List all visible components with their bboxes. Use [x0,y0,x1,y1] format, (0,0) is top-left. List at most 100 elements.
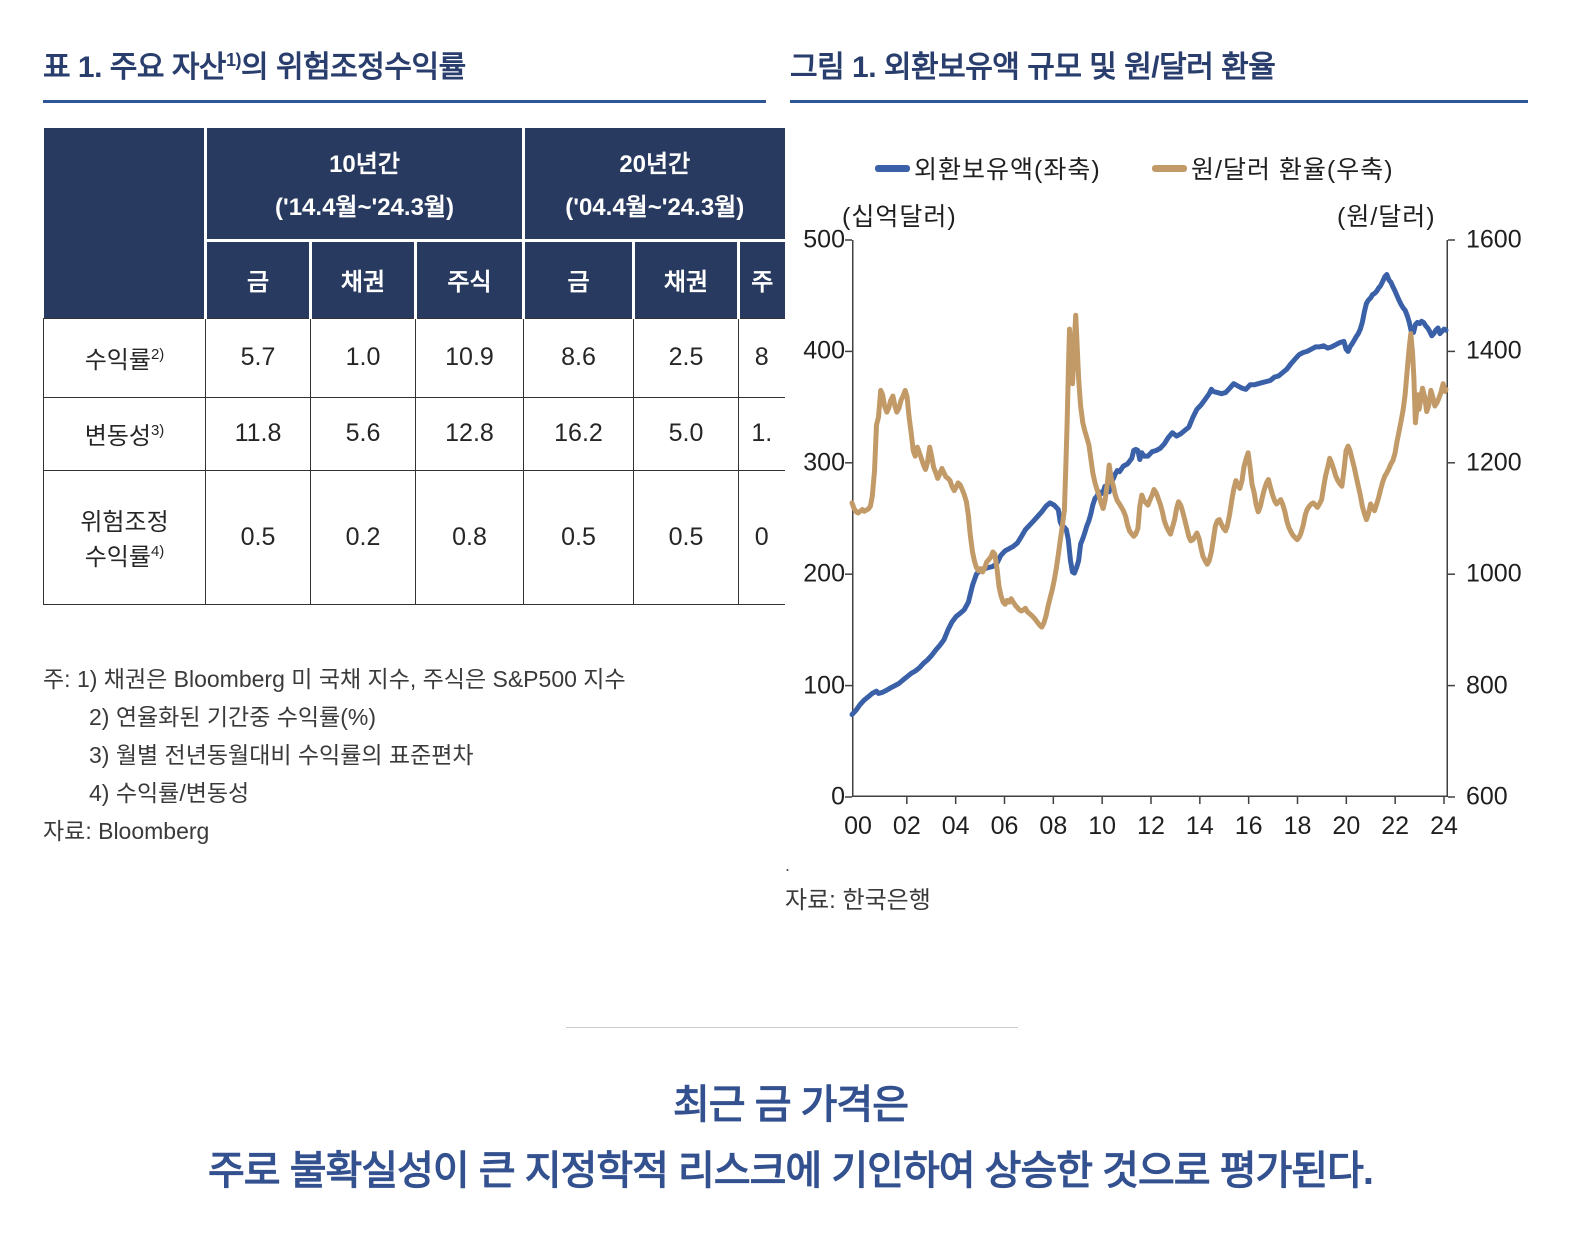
x-axis-tick-label: 14 [1185,812,1214,840]
row-label: 변동성3) [43,396,206,471]
row-label: 수익률2) [43,317,206,398]
x-axis-tick-label: 22 [1381,812,1410,840]
period-10y-header: 10년간 ('14.4월~'24.3월) [204,128,525,242]
section-divider [566,1027,1018,1028]
reserves-legend-label: 외환보유액(좌축) [914,156,1101,184]
risk-adjusted-return-table-wrap: 10년간 ('14.4월~'24.3월) 20년간 ('04.4월~'24.3월… [43,128,785,605]
x-axis-labels: 00 02 04 06 08 10 12 14 16 18 20 22 24 [844,812,1458,842]
table-cell: 10.9 [415,317,524,398]
table-title-suffix: 의 위험조정수익률 [241,51,466,84]
right-axis-tick-label: 1000 [1466,559,1522,588]
right-axis-tick-label: 1600 [1466,225,1522,254]
table-header: 10년간 ('14.4월~'24.3월) 20년간 ('04.4월~'24.3월… [43,128,785,318]
note-4: 4) 수익률/변동성 [89,780,250,806]
table-corner-cell [43,128,207,318]
table-header-period-row: 10년간 ('14.4월~'24.3월) 20년간 ('04.4월~'24.3월… [43,128,785,318]
table-body: 수익률2) 5.7 1.0 10.9 8.6 2.5 8 변동성3) 11.8 5.6 12.8 16… [43,317,785,605]
x-axis-tick-label: 02 [892,812,921,840]
period-10y-range: ('14.4월~'24.3월) [275,194,454,222]
right-axis-tick-label: 1200 [1466,448,1522,477]
chart-plot [845,239,1455,804]
x-axis-tick-label: 06 [990,812,1019,840]
table-cell: 5.7 [205,317,311,398]
note-1: 주: 1) 채권은 Bloomberg 미 국채 지수, 주식은 S&P500 … [43,666,626,692]
x-axis-tick-label: 24 [1430,812,1458,840]
left-axis-tick-label: 300 [803,448,845,477]
table-cell: 1.0 [310,317,416,398]
table-cell: 16.2 [523,396,634,471]
table-cell: 0.5 [523,469,634,605]
period-20y-range: ('04.4월~'24.3월) [565,194,745,222]
right-axis-unit: (원/달러) [1337,203,1436,231]
table-cell-clipped: 0 [738,469,785,605]
table-title-text: 표 1. 주요 자산 [43,51,227,84]
col-10y-gold: 금 [205,240,312,318]
reserves-legend-marker-icon [875,164,910,172]
left-axis-tick-label: 500 [803,225,845,254]
period-20y-header: 20년간 ('04.4월~'24.3월) [522,128,785,242]
x-axis-tick-label: 04 [941,812,970,840]
x-axis-tick-label: 20 [1332,812,1361,840]
chart-source: 자료: 한국은행 [785,887,931,914]
left-axis-unit: (십억달러) [842,203,957,231]
table-title-rule [43,100,766,103]
table-notes: 주: 1) 채권은 Bloomberg 미 국채 지수, 주식은 S&P500 … [43,660,626,850]
table-cell: 0.5 [205,469,311,605]
left-axis-tick-label: 200 [803,559,845,588]
chart-title-rule [790,100,1528,103]
x-axis-tick-label: 00 [844,812,872,840]
left-axis-labels: 500 400 300 200 100 0 [770,226,845,811]
table-cell: 0.8 [415,469,524,605]
reserves-line [849,272,1449,718]
table-cell: 2.5 [633,317,739,398]
col-20y-gold: 금 [522,240,635,318]
table-cell: 8.6 [523,317,634,398]
table-cell: 0.5 [633,469,739,605]
left-axis-tick-label: 0 [831,782,845,811]
right-axis-tick-label: 600 [1466,782,1508,811]
x-axis-tick-label: 16 [1234,812,1263,840]
left-axis-tick-label: 100 [803,671,845,700]
note-2: 2) 연율화된 기간중 수익률(%) [89,704,376,730]
period-20y-label: 20년간 [619,151,691,179]
col-20y-stock-clipped: 주 [737,240,785,318]
table-row: 수익률2) 5.7 1.0 10.9 8.6 2.5 8 [43,317,785,398]
table-cell: 0.2 [310,469,416,605]
table-cell-clipped: 8 [738,317,785,398]
table-cell-clipped: 1. [738,396,785,471]
table-row: 변동성3) 11.8 5.6 12.8 16.2 5.0 1. [43,396,785,471]
row-label: 위험조정 수익률4) [43,469,206,605]
table-cell: 11.8 [205,396,311,471]
table-title: 표 1. 주요 자산1)의 위험조정수익률 [43,42,466,86]
legend-item-reserves: 외환보유액(좌축) [875,150,1101,186]
stray-dot: . [785,855,791,875]
key-statement-line1: 최근 금 가격은 [672,1083,909,1127]
legend-item-fx-rate: 원/달러 환율(우축) [1152,150,1394,186]
table-header-asset-row: 금 채권 주식 금 채권 주 [44,240,785,318]
fx-rate-legend-marker-icon [1152,164,1187,172]
x-axis-tick-label: 12 [1137,812,1165,840]
exchange-rate-line [849,312,1449,630]
table-cell: 5.6 [310,396,416,471]
table-row: 위험조정 수익률4) 0.5 0.2 0.8 0.5 0.5 0 [43,469,785,605]
right-axis-labels: 1600 1400 1200 1000 800 600 [1466,226,1546,811]
right-axis-tick-label: 800 [1466,671,1508,700]
left-axis-tick-label: 400 [803,336,845,365]
col-10y-stock: 주식 [414,240,525,318]
table-title-sup: 1) [226,50,242,70]
col-10y-bond: 채권 [309,240,417,318]
note-3: 3) 월별 전년동월대비 수익률의 표준편차 [89,742,474,768]
x-axis-tick-label: 18 [1283,812,1312,840]
chart-title: 그림 1. 외환보유액 규모 및 원/달러 환율 [790,51,1276,84]
col-20y-bond: 채권 [632,240,740,318]
fx-rate-legend-label: 원/달러 환율(우축) [1191,156,1394,184]
period-10y-label: 10년간 [329,151,400,179]
x-axis-tick-label: 10 [1088,812,1117,840]
key-statement-line2: 주로 불확실성이 큰 지정학적 리스크에 기인하여 상승한 것으로 평가된다. [207,1149,1374,1193]
table-cell: 12.8 [415,396,524,471]
right-axis-tick-label: 1400 [1466,336,1522,365]
key-statement: 최근 금 가격은 주로 불확실성이 큰 지정학적 리스크에 기인하여 상승한 것… [0,1072,1581,1204]
table-source: 자료: Bloomberg [43,818,210,844]
risk-adjusted-return-table: 10년간 ('14.4월~'24.3월) 20년간 ('04.4월~'24.3월… [43,128,785,605]
table-cell: 5.0 [633,396,739,471]
